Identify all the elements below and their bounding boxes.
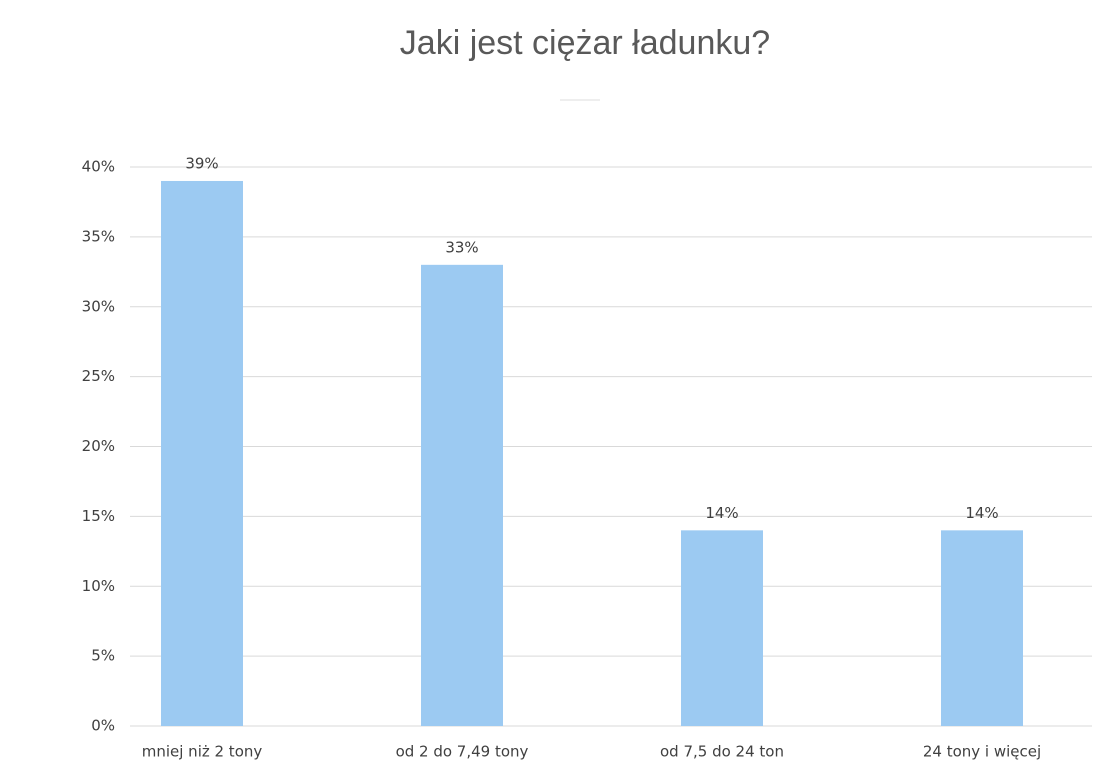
bar xyxy=(941,530,1023,726)
y-tick-label: 20% xyxy=(82,437,115,455)
y-tick-label: 10% xyxy=(82,577,115,595)
chart-title: Jaki jest ciężar ładunku? xyxy=(400,24,770,62)
x-tick-label: od 7,5 do 24 ton xyxy=(660,743,784,761)
y-tick-label: 30% xyxy=(82,297,115,315)
y-tick-label: 35% xyxy=(82,227,115,245)
x-tick-label: od 2 do 7,49 tony xyxy=(396,743,529,761)
data-label: 14% xyxy=(965,504,998,522)
data-label: 14% xyxy=(705,504,738,522)
y-tick-label: 5% xyxy=(91,647,115,665)
bar xyxy=(681,530,763,726)
y-tick-label: 0% xyxy=(91,717,115,735)
bar xyxy=(161,180,243,727)
x-tick-label: mniej niż 2 tony xyxy=(142,743,263,761)
y-tick-label: 15% xyxy=(82,507,115,525)
y-tick-label: 40% xyxy=(82,158,115,176)
data-label: 33% xyxy=(445,238,478,256)
y-tick-label: 25% xyxy=(82,367,115,385)
bar xyxy=(421,264,503,726)
data-label: 39% xyxy=(185,154,218,172)
x-tick-label: 24 tony i więcej xyxy=(923,743,1041,761)
